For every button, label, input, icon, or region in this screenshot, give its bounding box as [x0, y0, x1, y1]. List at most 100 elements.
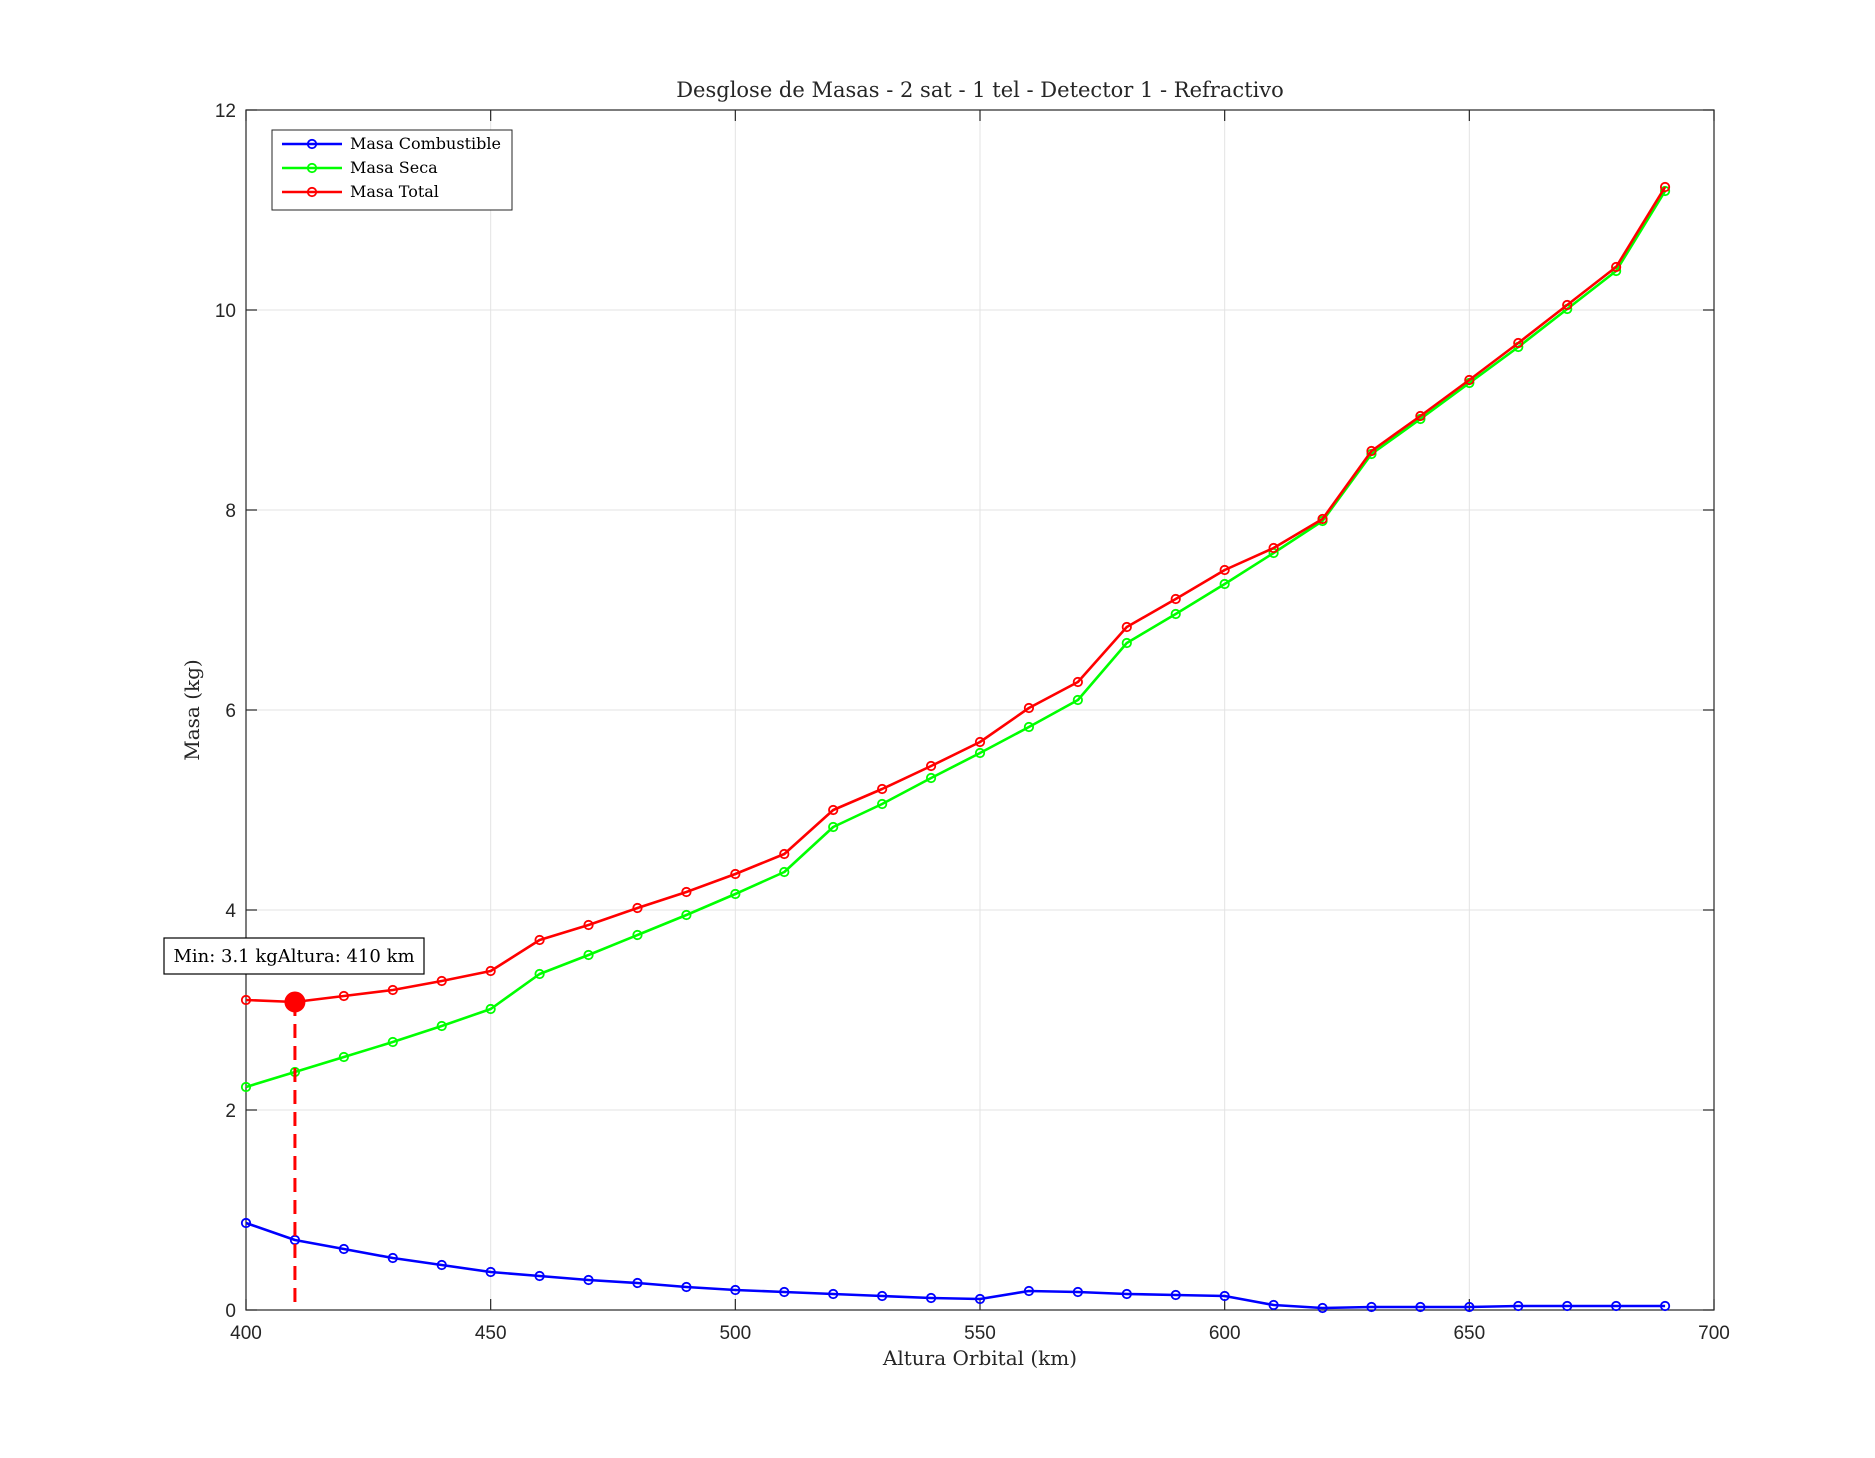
data-point — [240, 1217, 252, 1229]
data-point — [436, 975, 447, 987]
data-point — [1415, 1301, 1426, 1313]
data-point — [1366, 1301, 1377, 1313]
y-tick-label: 10 — [215, 301, 236, 322]
data-point — [877, 798, 888, 810]
y-tick-label: 8 — [225, 501, 236, 522]
data-point — [681, 1281, 692, 1293]
min-annotation: Min: 3.1 kgAltura: 410 km — [163, 937, 425, 1310]
data-point — [1513, 337, 1524, 349]
data-point — [485, 1003, 496, 1015]
x-tick-label: 400 — [230, 1323, 262, 1344]
data-point — [1121, 637, 1132, 649]
data-point — [1023, 721, 1035, 733]
chart-title: Desglose de Masas - 2 sat - 1 tel - Dete… — [676, 78, 1284, 102]
data-point — [1611, 261, 1622, 273]
data-point — [974, 736, 986, 748]
legend-label: Masa Total — [350, 182, 439, 201]
data-point — [730, 1284, 741, 1296]
grid — [246, 110, 1714, 1310]
data-point — [779, 848, 790, 860]
legend-swatch-marker — [306, 162, 318, 174]
data-point — [240, 994, 252, 1006]
data-point — [1072, 694, 1083, 706]
data-point — [1072, 1286, 1083, 1298]
data-point — [338, 990, 349, 1002]
data-point — [1464, 1301, 1475, 1313]
data-point — [1121, 621, 1132, 633]
x-tick-label: 550 — [964, 1323, 996, 1344]
data-point — [485, 1266, 496, 1278]
data-point — [828, 804, 839, 816]
x-tick-label: 600 — [1209, 1323, 1241, 1344]
y-tick-label: 0 — [225, 1301, 236, 1322]
data-point — [1268, 1299, 1279, 1311]
data-point — [240, 1081, 252, 1093]
data-point — [632, 902, 643, 914]
legend-label: Masa Combustible — [350, 134, 501, 153]
data-point — [1219, 564, 1230, 576]
legend-swatch-marker — [306, 138, 318, 150]
data-point — [338, 1243, 349, 1255]
legend-label: Masa Seca — [350, 158, 438, 177]
data-point — [1659, 181, 1671, 193]
data-point — [387, 1036, 398, 1048]
data-point — [925, 760, 937, 772]
data-point — [1659, 1300, 1671, 1312]
x-tick-label: 650 — [1453, 1323, 1485, 1344]
legend-swatch-marker — [306, 186, 318, 198]
annotation-box — [163, 937, 425, 975]
y-tick-label: 4 — [225, 901, 236, 922]
x-tick-label: 700 — [1698, 1323, 1730, 1344]
x-tick-label: 500 — [719, 1323, 751, 1344]
data-point — [1317, 513, 1328, 525]
data-point — [1317, 1302, 1328, 1314]
data-point — [632, 1277, 643, 1289]
series-line — [245, 190, 1667, 1089]
data-point — [534, 1270, 545, 1282]
data-point — [681, 909, 692, 921]
legend: Masa Combustible Masa Seca Masa Total — [271, 129, 513, 211]
annotation-text: Min: 3.1 kgAltura: 410 km — [173, 946, 414, 967]
data-point — [1121, 1288, 1132, 1300]
x-axis-label: Altura Orbital (km) — [882, 1346, 1077, 1370]
series-line — [245, 186, 1667, 1004]
data-point — [1170, 608, 1181, 620]
y-tick-label: 2 — [225, 1101, 236, 1122]
data-point — [632, 929, 643, 941]
data-point — [387, 1252, 398, 1264]
data-point — [1464, 374, 1475, 386]
data-point — [1023, 1285, 1035, 1297]
data-point — [1415, 410, 1426, 422]
data-point — [1219, 1290, 1230, 1302]
data-point — [436, 1259, 447, 1271]
data-point — [583, 919, 594, 931]
series-lines — [240, 181, 1671, 1314]
y-axis-label: Masa (kg) — [180, 659, 204, 760]
x-tick-label: 450 — [475, 1323, 507, 1344]
data-point — [974, 1293, 986, 1305]
data-point — [485, 965, 496, 977]
data-point — [387, 984, 398, 996]
data-point — [1170, 1289, 1181, 1301]
data-point — [779, 1286, 790, 1298]
series-line — [245, 1221, 1666, 1310]
data-point — [730, 868, 741, 880]
y-tick-label: 6 — [225, 701, 236, 722]
data-point — [1562, 299, 1573, 311]
data-point — [828, 1288, 839, 1300]
data-point — [1513, 1300, 1524, 1312]
min-marker — [284, 991, 306, 1013]
data-point — [1170, 593, 1181, 605]
data-point — [583, 949, 594, 961]
data-point — [534, 934, 545, 946]
data-point — [925, 772, 937, 784]
data-point — [828, 821, 839, 833]
series-0 — [240, 1217, 1671, 1314]
y-tick-label: 12 — [215, 101, 236, 122]
data-point — [1659, 185, 1671, 197]
data-point — [1611, 1300, 1622, 1312]
data-point — [974, 747, 986, 759]
data-point — [877, 1290, 888, 1302]
